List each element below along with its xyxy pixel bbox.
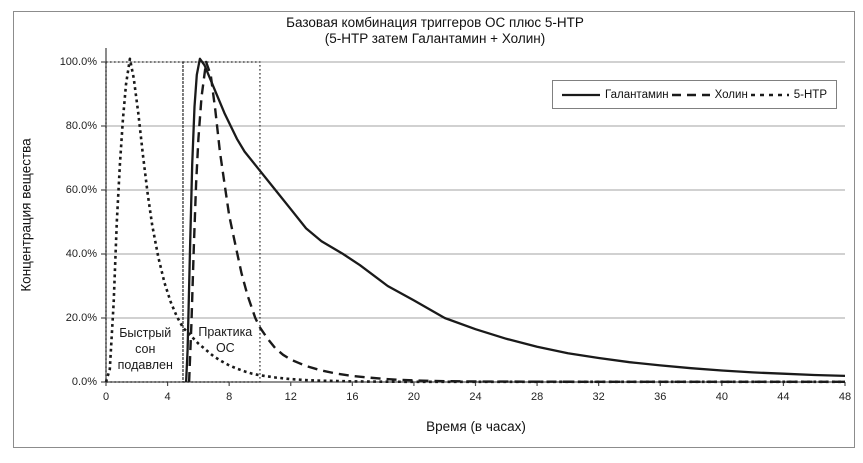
- y-tick-label-100: 100.0%: [59, 55, 97, 68]
- legend: Галантамин Холин 5-HTP: [552, 80, 837, 109]
- region-label-ld-practice: Практика ОС: [198, 325, 253, 356]
- x-tick-label-16: 16: [346, 391, 359, 403]
- y-axis-title: Концентрация вещества: [18, 138, 34, 292]
- x-tick-label-44: 44: [777, 391, 790, 403]
- legend-label-galantamin: Галантамин: [605, 88, 669, 101]
- x-tick-label-12: 12: [284, 391, 297, 403]
- y-tick-label-0: 0.0%: [71, 375, 97, 388]
- series-line-5-htp: [104, 57, 845, 384]
- x-tick-label-40: 40: [715, 391, 728, 403]
- x-tick-label-20: 20: [407, 391, 421, 403]
- x-axis-title: Время (в часах): [426, 419, 526, 434]
- x-tick-label-0: 0: [102, 391, 110, 403]
- y-tick-label-80: 80.0%: [65, 119, 97, 132]
- legend-item-galantamin: Галантамин: [562, 89, 669, 101]
- legend-item-holin: Холин: [671, 88, 748, 101]
- chart-title: Базовая комбинация триггеров ОС плюс 5-H…: [286, 15, 584, 30]
- x-tick-label-48: 48: [838, 391, 852, 403]
- legend-label-holin: Холин: [714, 88, 748, 101]
- series-line-holin: [187, 60, 845, 383]
- region-label-rem-suppressed: Быстрый сон подавлен: [117, 326, 173, 373]
- y-tick-label-60: 60.0%: [65, 183, 97, 196]
- chart-title-block: Базовая комбинация триггеров ОС плюс 5-H…: [21, 15, 849, 47]
- x-tick-label-4: 4: [164, 391, 171, 403]
- chart-subtitle: (5-HTP затем Галантамин + Холин): [324, 31, 546, 46]
- y-tick-label-40: 40.0%: [65, 247, 97, 260]
- legend-line-sample-5-htp: [750, 93, 789, 96]
- y-tick-label-20: 20.0%: [65, 311, 97, 324]
- x-tick-label-28: 28: [530, 391, 544, 403]
- legend-line-sample-holin: [671, 93, 710, 96]
- x-tick-label-24: 24: [469, 391, 482, 403]
- series-line-galantamin: [184, 57, 846, 383]
- region-box-ld-practice: [182, 61, 261, 383]
- x-tick-label-32: 32: [592, 391, 605, 403]
- legend-line-sample-galantamin: [562, 93, 600, 96]
- x-tick-label-36: 36: [654, 391, 667, 403]
- legend-item-5-htp: 5-HTP: [750, 88, 827, 101]
- x-tick-label-8: 8: [226, 391, 233, 403]
- legend-label-5-htp: 5-HTP: [793, 88, 827, 101]
- region-box-rem-suppressed: [105, 61, 184, 383]
